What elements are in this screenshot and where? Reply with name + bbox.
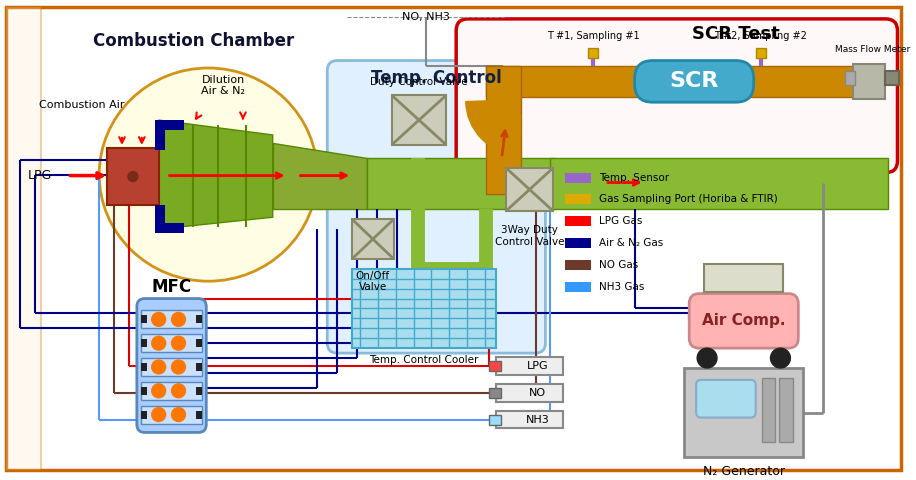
Circle shape (128, 172, 137, 181)
Bar (756, 48, 766, 58)
Bar (141, 339, 147, 347)
Bar (485, 65, 883, 97)
Bar (196, 387, 202, 395)
Bar (155, 223, 184, 233)
Text: MFC: MFC (151, 277, 191, 296)
Bar (352, 219, 394, 259)
Text: NO: NO (529, 388, 546, 398)
Text: Mass Flow Meter: Mass Flow Meter (835, 45, 911, 54)
Text: On/Off
Valve: On/Off Valve (355, 271, 390, 292)
Text: SCR: SCR (670, 72, 719, 91)
Bar (107, 148, 158, 205)
Bar (565, 238, 591, 248)
Text: Combustion Air: Combustion Air (38, 100, 124, 110)
Circle shape (171, 384, 185, 398)
Circle shape (171, 336, 185, 350)
Bar (489, 415, 501, 424)
Polygon shape (273, 143, 367, 209)
Bar (196, 410, 202, 419)
Circle shape (152, 408, 166, 421)
FancyBboxPatch shape (635, 60, 754, 102)
Text: N₂ Generator: N₂ Generator (703, 465, 785, 478)
Polygon shape (158, 120, 273, 229)
Circle shape (770, 348, 791, 368)
FancyBboxPatch shape (689, 294, 799, 348)
Text: T #2, Sampling #2: T #2, Sampling #2 (714, 31, 807, 41)
Text: Air Comp.: Air Comp. (702, 313, 786, 328)
Bar (155, 120, 184, 130)
Text: 3Way Duty
Control Valve: 3Way Duty Control Valve (495, 225, 564, 247)
Bar (565, 194, 591, 204)
Bar (565, 282, 591, 292)
Bar (845, 72, 855, 85)
Text: NO Gas: NO Gas (599, 260, 638, 270)
FancyBboxPatch shape (696, 380, 756, 418)
Bar (141, 363, 147, 371)
Bar (496, 410, 563, 429)
Bar (367, 158, 555, 209)
Bar (704, 264, 783, 292)
Bar (392, 95, 446, 145)
Bar (684, 368, 803, 457)
Text: Temp. Sensor: Temp. Sensor (599, 173, 669, 182)
Bar (489, 388, 501, 398)
Text: LPG Gas: LPG Gas (599, 216, 642, 226)
Bar (141, 406, 202, 423)
Text: Dilution
Air & N₂: Dilution Air & N₂ (202, 74, 245, 96)
Bar (196, 315, 202, 324)
Bar (155, 205, 165, 233)
Bar (141, 410, 147, 419)
Bar (853, 63, 885, 99)
Bar (141, 382, 202, 400)
Bar (196, 339, 202, 347)
Bar (506, 168, 553, 211)
FancyBboxPatch shape (136, 299, 206, 432)
Bar (141, 311, 202, 328)
Bar (141, 387, 147, 395)
Bar (155, 120, 165, 150)
Bar (352, 269, 496, 348)
FancyBboxPatch shape (327, 60, 545, 353)
Bar (565, 260, 591, 270)
Bar (485, 65, 520, 194)
Circle shape (171, 312, 185, 326)
FancyBboxPatch shape (456, 19, 898, 173)
Bar (551, 158, 888, 209)
Bar (496, 384, 563, 402)
Text: Combustion Chamber: Combustion Chamber (93, 32, 294, 50)
Bar (196, 363, 202, 371)
Bar (496, 357, 563, 375)
Text: LPG: LPG (527, 361, 549, 371)
Bar (565, 173, 591, 182)
Bar (588, 48, 598, 58)
Text: NH3: NH3 (526, 415, 550, 424)
Text: Air & N₂ Gas: Air & N₂ Gas (599, 238, 663, 248)
Circle shape (697, 348, 717, 368)
Circle shape (171, 408, 185, 421)
Text: SCR Test: SCR Test (692, 25, 780, 43)
Text: Temp. Control: Temp. Control (371, 70, 502, 87)
Text: Gas Sampling Port (Horiba & FTIR): Gas Sampling Port (Horiba & FTIR) (599, 194, 778, 204)
Bar (141, 334, 202, 352)
Bar (141, 315, 147, 324)
Bar (141, 358, 202, 376)
Circle shape (152, 360, 166, 374)
Bar (780, 378, 793, 443)
Text: NH3 Gas: NH3 Gas (599, 282, 644, 292)
Text: LPG: LPG (27, 169, 51, 182)
Circle shape (152, 336, 166, 350)
Bar (761, 378, 776, 443)
Bar (565, 216, 591, 226)
Circle shape (152, 312, 166, 326)
Circle shape (152, 384, 166, 398)
Circle shape (171, 360, 185, 374)
Text: T #1, Sampling #1: T #1, Sampling #1 (547, 31, 639, 41)
Text: Duty Control Valve: Duty Control Valve (370, 77, 467, 87)
Bar (885, 72, 900, 85)
Bar (489, 361, 501, 371)
Text: NO, NH3: NO, NH3 (402, 12, 451, 22)
Text: Temp. Control Cooler: Temp. Control Cooler (369, 355, 478, 365)
Ellipse shape (99, 68, 317, 281)
Bar (5, 7, 40, 470)
